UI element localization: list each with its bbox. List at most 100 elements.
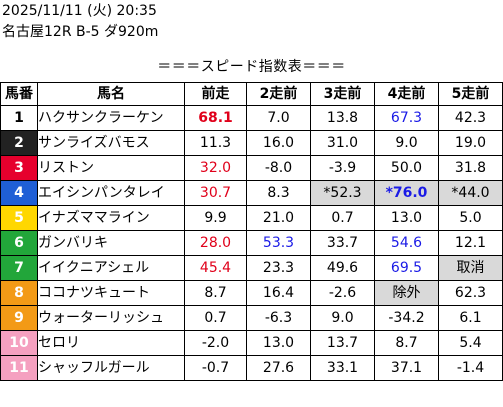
speed-value: 5.0 [438, 205, 503, 231]
speed-value: 31.8 [438, 155, 503, 181]
speed-value: 21.0 [246, 205, 311, 231]
speed-value: 50.0 [374, 155, 439, 181]
speed-value: 54.6 [374, 230, 439, 256]
speed-value: 30.7 [184, 180, 247, 206]
speed-value: 0.7 [310, 205, 375, 231]
horse-number: 4 [0, 180, 38, 206]
speed-value: 13.0 [246, 330, 311, 356]
horse-name: イイクニアシェル [37, 255, 185, 281]
horse-name: ウォーターリッシュ [37, 305, 185, 331]
col-header-name: 馬名 [37, 82, 185, 106]
horse-number: 10 [0, 330, 38, 356]
horse-number: 6 [0, 230, 38, 256]
speed-value: 33.1 [310, 355, 375, 381]
table-row: 4 エイシンパンタレイ 30.7 8.3 *52.3 *76.0 *44.0 [0, 180, 503, 206]
speed-value: 37.1 [374, 355, 439, 381]
horse-name: ガンバリキ [37, 230, 185, 256]
race-datetime: 2025/11/11 (火) 20:35 [2, 3, 157, 19]
horse-number: 5 [0, 205, 38, 231]
speed-value: 11.3 [184, 130, 247, 156]
table-row: 6 ガンバリキ 28.0 53.3 33.7 54.6 12.1 [0, 230, 503, 256]
speed-value: 49.6 [310, 255, 375, 281]
speed-value: 13.0 [374, 205, 439, 231]
speed-value: 45.4 [184, 255, 247, 281]
speed-value: -2.6 [310, 280, 375, 306]
speed-value: 53.3 [246, 230, 311, 256]
speed-value: 9.0 [374, 130, 439, 156]
speed-value: 31.0 [310, 130, 375, 156]
speed-value: 8.7 [374, 330, 439, 356]
speed-value: 7.0 [246, 105, 311, 131]
speed-value: 16.4 [246, 280, 311, 306]
speed-value: 9.9 [184, 205, 247, 231]
horse-name: ココナツキュート [37, 280, 185, 306]
horse-number: 7 [0, 255, 38, 281]
speed-value: 28.0 [184, 230, 247, 256]
col-header-5back: 5走前 [438, 82, 503, 106]
col-header-last: 前走 [184, 82, 247, 106]
horse-number: 1 [0, 105, 38, 131]
speed-value: *44.0 [438, 180, 503, 206]
table-row: 1 ハクサンクラーケン 68.1 7.0 13.8 67.3 42.3 [0, 105, 503, 131]
speed-value: 除外 [374, 280, 439, 306]
speed-value: 9.0 [310, 305, 375, 331]
speed-value: 16.0 [246, 130, 311, 156]
horse-number: 9 [0, 305, 38, 331]
table-header-row: 馬番 馬名 前走 2走前 3走前 4走前 5走前 [0, 82, 503, 106]
speed-value: -1.4 [438, 355, 503, 381]
horse-number: 8 [0, 280, 38, 306]
horse-name: セロリ [37, 330, 185, 356]
speed-value: 5.4 [438, 330, 503, 356]
table-row: 5 イナズママライン 9.9 21.0 0.7 13.0 5.0 [0, 205, 503, 231]
horse-number: 2 [0, 130, 38, 156]
speed-value: 68.1 [184, 105, 247, 131]
speed-value: 33.7 [310, 230, 375, 256]
speed-value: -2.0 [184, 330, 247, 356]
table-row: 10 セロリ -2.0 13.0 13.7 8.7 5.4 [0, 330, 503, 356]
speed-value: -6.3 [246, 305, 311, 331]
speed-value: *52.3 [310, 180, 375, 206]
table-row: 8 ココナツキュート 8.7 16.4 -2.6 除外 62.3 [0, 280, 503, 306]
horse-name: サンライズバモス [37, 130, 185, 156]
speed-value: 13.8 [310, 105, 375, 131]
col-header-4back: 4走前 [374, 82, 439, 106]
speed-value: 6.1 [438, 305, 503, 331]
table-title: ＝＝＝スピード指数表＝＝＝ [157, 59, 346, 75]
horse-number: 3 [0, 155, 38, 181]
table-row: 3 リストン 32.0 -8.0 -3.9 50.0 31.8 [0, 155, 503, 181]
speed-value: -0.7 [184, 355, 247, 381]
horse-number: 11 [0, 355, 38, 381]
horse-name: ハクサンクラーケン [37, 105, 185, 131]
speed-value: 19.0 [438, 130, 503, 156]
speed-value: 23.3 [246, 255, 311, 281]
speed-value: 42.3 [438, 105, 503, 131]
table-row: 2 サンライズバモス 11.3 16.0 31.0 9.0 19.0 [0, 130, 503, 156]
speed-value: 0.7 [184, 305, 247, 331]
speed-value: 27.6 [246, 355, 311, 381]
speed-value: -8.0 [246, 155, 311, 181]
speed-index-table: 馬番 馬名 前走 2走前 3走前 4走前 5走前 1 ハクサンクラーケン 68.… [0, 82, 503, 381]
speed-value: 8.3 [246, 180, 311, 206]
table-row: 11 シャッフルガール -0.7 27.6 33.1 37.1 -1.4 [0, 355, 503, 381]
speed-value: 32.0 [184, 155, 247, 181]
speed-value: -34.2 [374, 305, 439, 331]
speed-value: 62.3 [438, 280, 503, 306]
race-info: 名古屋12R B-5 ダ920m [2, 24, 159, 40]
horse-name: イナズママライン [37, 205, 185, 231]
horse-name: シャッフルガール [37, 355, 185, 381]
speed-value: 取消 [438, 255, 503, 281]
col-header-2back: 2走前 [246, 82, 311, 106]
speed-value: 8.7 [184, 280, 247, 306]
speed-value: 13.7 [310, 330, 375, 356]
horse-name: エイシンパンタレイ [37, 180, 185, 206]
speed-value: 69.5 [374, 255, 439, 281]
col-header-number: 馬番 [0, 82, 38, 106]
table-row: 9 ウォーターリッシュ 0.7 -6.3 9.0 -34.2 6.1 [0, 305, 503, 331]
table-row: 7 イイクニアシェル 45.4 23.3 49.6 69.5 取消 [0, 255, 503, 281]
speed-value: 67.3 [374, 105, 439, 131]
speed-value: *76.0 [374, 180, 439, 206]
horse-name: リストン [37, 155, 185, 181]
speed-value: -3.9 [310, 155, 375, 181]
speed-value: 12.1 [438, 230, 503, 256]
